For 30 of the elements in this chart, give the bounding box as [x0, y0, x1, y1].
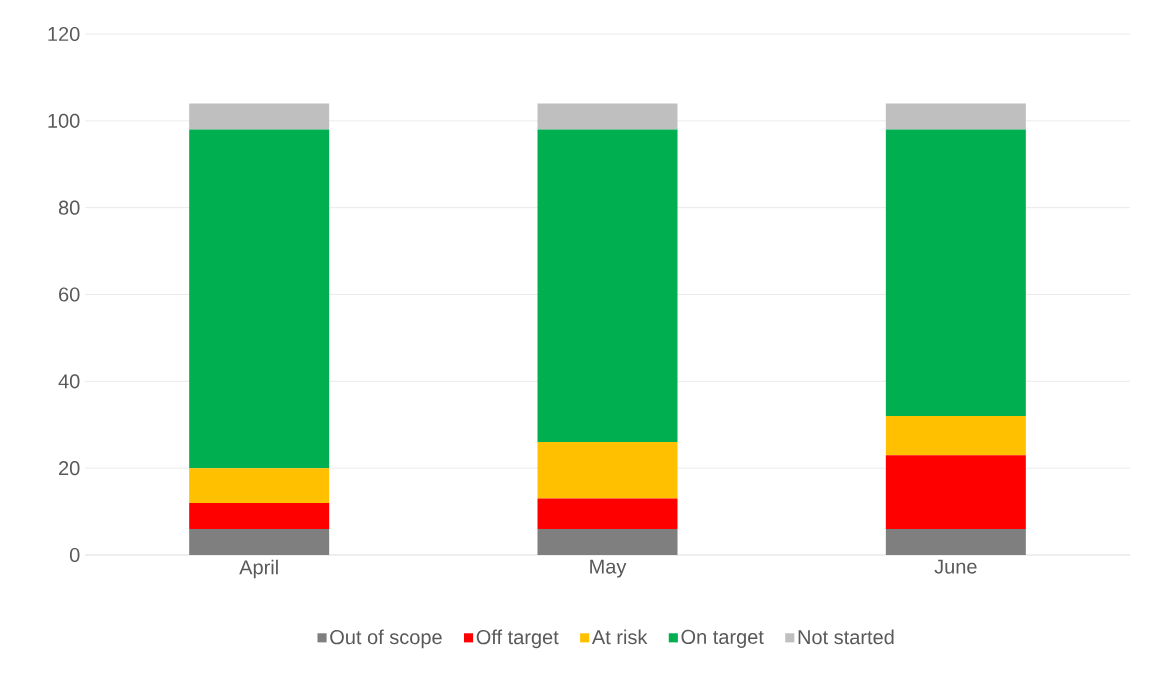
- y-tick-label: 20: [59, 461, 80, 476]
- bar: [885, 455, 1026, 529]
- legend-label: Out of scope: [330, 629, 442, 649]
- bar: [537, 442, 678, 499]
- bar: [537, 528, 678, 555]
- bar: [885, 528, 1026, 555]
- bar: [189, 468, 330, 503]
- y-tick-label: 40: [58, 374, 80, 389]
- y-tick-label: 80: [58, 200, 80, 215]
- y-tick-label: 100: [48, 113, 80, 128]
- legend-label: At risk: [591, 629, 648, 645]
- legend-label: Off target: [476, 629, 559, 649]
- x-tick-label: June: [934, 559, 977, 574]
- y-tick-label: 60: [59, 287, 80, 302]
- bar: [885, 416, 1026, 456]
- bar: [537, 129, 678, 443]
- legend-label: Not started: [798, 629, 894, 645]
- x-tick-label: May: [590, 559, 627, 578]
- bar: [537, 498, 678, 529]
- bar: [885, 129, 1026, 417]
- bar: [189, 129, 330, 469]
- bar: [189, 502, 330, 529]
- x-tick-label: April: [239, 559, 278, 579]
- bar: [189, 528, 330, 555]
- bar: [885, 103, 1026, 130]
- y-tick-label: 0: [69, 547, 80, 563]
- legend-label: On target: [681, 629, 764, 648]
- y-tick-label: 120: [48, 26, 80, 42]
- bar: [189, 103, 330, 130]
- bar: [537, 103, 678, 130]
